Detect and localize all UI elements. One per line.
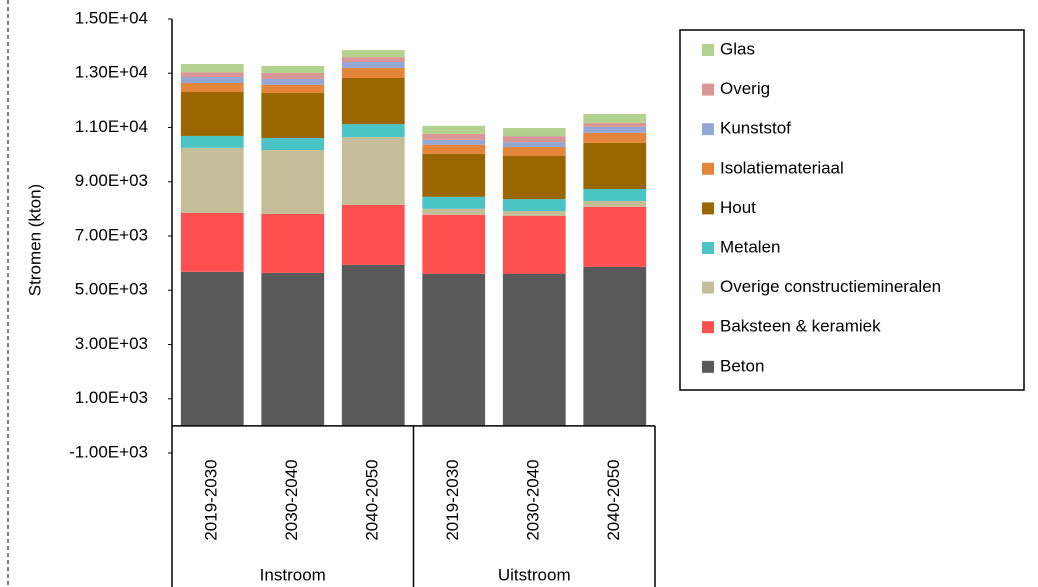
bar-segment bbox=[341, 77, 405, 125]
y-tick-label: 1.50E+04 bbox=[75, 8, 148, 27]
x-tick-label: 2019-2030 bbox=[202, 459, 221, 540]
bar-segment bbox=[341, 61, 405, 68]
y-tick-label: 7.00E+03 bbox=[75, 225, 148, 244]
legend-label: Isolatiemateriaal bbox=[720, 158, 844, 177]
bar-segment bbox=[422, 153, 486, 197]
bar-segment bbox=[422, 214, 486, 274]
bar-segment bbox=[422, 208, 486, 215]
bar-segment bbox=[583, 200, 647, 207]
bar-segment bbox=[583, 126, 647, 133]
legend-swatch bbox=[702, 44, 714, 56]
bar-segment bbox=[180, 212, 244, 272]
bar-segment bbox=[180, 147, 244, 213]
legend-swatch bbox=[702, 242, 714, 254]
bar-segment bbox=[422, 133, 486, 140]
bar-segment bbox=[341, 67, 405, 78]
bar-segment bbox=[502, 136, 566, 143]
bar-segment bbox=[341, 137, 405, 205]
group-label: Instroom bbox=[260, 565, 326, 584]
x-tick-label: 2030-2040 bbox=[282, 459, 301, 540]
bar-segment bbox=[422, 273, 486, 426]
bar-segment bbox=[341, 204, 405, 265]
bar-segment bbox=[502, 273, 566, 426]
legend-label: Beton bbox=[720, 356, 764, 375]
bar-segment bbox=[502, 128, 566, 137]
bar-segment bbox=[341, 50, 405, 58]
y-tick-label: 9.00E+03 bbox=[75, 171, 148, 190]
legend-swatch bbox=[702, 123, 714, 136]
bar-segment bbox=[422, 196, 486, 209]
bar-segment bbox=[422, 144, 486, 154]
bar-segment bbox=[583, 142, 647, 190]
bar-segment bbox=[180, 83, 244, 92]
legend-label: Hout bbox=[720, 198, 756, 217]
bar-segment bbox=[180, 77, 244, 84]
bar-segment bbox=[422, 139, 486, 145]
legend-swatch bbox=[702, 162, 714, 175]
legend-label: Baksteen & keramiek bbox=[720, 317, 881, 336]
bar-segment bbox=[583, 266, 647, 426]
x-tick-label: 2040-2050 bbox=[604, 459, 623, 540]
bar-segment bbox=[261, 84, 325, 94]
bar-segment bbox=[502, 142, 566, 148]
bar-segment bbox=[180, 135, 244, 148]
legend-swatch bbox=[702, 83, 714, 96]
legend-label: Overige constructiemineralen bbox=[720, 277, 941, 296]
bar-segment bbox=[261, 93, 325, 139]
bar-segment bbox=[583, 113, 647, 123]
x-tick-label: 2019-2030 bbox=[443, 459, 462, 540]
bar-segment bbox=[261, 214, 325, 273]
bar-segment bbox=[583, 132, 647, 143]
bar-segment bbox=[261, 272, 325, 426]
legend-box bbox=[679, 29, 1025, 391]
bar-segment bbox=[180, 91, 244, 136]
legend-label: Kunststof bbox=[720, 119, 791, 138]
bar-segment bbox=[341, 264, 405, 426]
y-tick-label: 1.30E+04 bbox=[75, 63, 148, 82]
bar-segment bbox=[502, 211, 566, 216]
bar-segment bbox=[261, 72, 325, 79]
legend-label: Glas bbox=[720, 39, 755, 58]
legend-label: Overig bbox=[720, 79, 770, 98]
legend-label: Metalen bbox=[720, 237, 780, 256]
y-tick-label: 1.10E+04 bbox=[75, 117, 148, 136]
bar-segment bbox=[180, 64, 244, 73]
y-tick-label: 3.00E+03 bbox=[75, 334, 148, 353]
legend-swatch bbox=[702, 202, 714, 215]
bar-segment bbox=[583, 189, 647, 201]
bar-segment bbox=[502, 147, 566, 156]
bar-segment bbox=[502, 199, 566, 212]
group-label: Uitstroom bbox=[498, 565, 571, 584]
bar-segment bbox=[261, 65, 325, 73]
bar-segment bbox=[583, 206, 647, 267]
y-tick-label: 5.00E+03 bbox=[75, 280, 148, 299]
legend-swatch bbox=[702, 321, 714, 334]
y-tick-label: 1.00E+03 bbox=[75, 388, 148, 407]
bar-segment bbox=[341, 124, 405, 138]
y-axis-label: Stromen (kton) bbox=[25, 184, 44, 296]
bar-segment bbox=[261, 78, 325, 85]
bar-segment bbox=[422, 125, 486, 134]
bar-segment bbox=[180, 271, 244, 426]
x-tick-label: 2030-2040 bbox=[524, 459, 543, 540]
legend-swatch bbox=[702, 360, 714, 373]
bar-segment bbox=[583, 122, 647, 127]
bar-segment bbox=[502, 155, 566, 200]
bar-segment bbox=[341, 57, 405, 62]
bar-segment bbox=[261, 150, 325, 215]
bar-segment bbox=[502, 215, 566, 274]
bar-segment bbox=[261, 138, 325, 151]
y-tick-label: -1.00E+03 bbox=[69, 442, 148, 461]
x-tick-label: 2040-2050 bbox=[363, 459, 382, 540]
bar-segment bbox=[180, 72, 244, 78]
legend-swatch bbox=[702, 281, 714, 294]
